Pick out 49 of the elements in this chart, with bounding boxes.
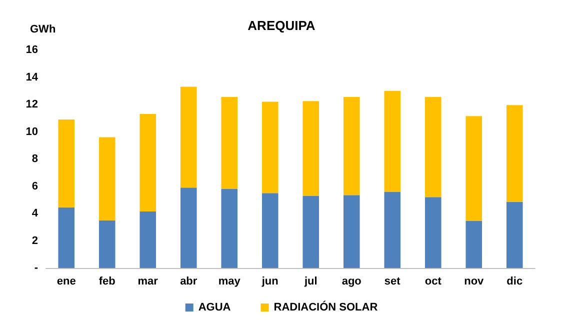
bar bbox=[262, 102, 278, 194]
legend-label: RADIACIÓN SOLAR bbox=[274, 300, 378, 314]
x-tick-label: feb bbox=[98, 276, 116, 288]
bar bbox=[302, 196, 320, 268]
bar bbox=[180, 86, 197, 188]
bar bbox=[506, 202, 523, 268]
y-tick-label: 8 bbox=[32, 153, 38, 165]
y-axis-title: GWh bbox=[30, 24, 56, 36]
bar bbox=[221, 188, 238, 268]
bar bbox=[343, 195, 360, 268]
bar bbox=[221, 97, 238, 189]
y-tick-label: 12 bbox=[26, 98, 38, 110]
x-tick-label: mar bbox=[138, 276, 159, 288]
bar bbox=[98, 220, 116, 268]
bar bbox=[466, 220, 482, 268]
bar bbox=[384, 192, 401, 268]
bar bbox=[58, 207, 75, 268]
bar bbox=[506, 105, 523, 202]
bar bbox=[424, 197, 442, 268]
chart-title: AREQUIPA bbox=[248, 18, 316, 33]
x-tick-label: jul bbox=[303, 276, 318, 288]
y-tick-label: 4 bbox=[32, 208, 39, 220]
x-tick-label: ago bbox=[342, 276, 362, 288]
x-tick-label: ene bbox=[56, 276, 76, 288]
x-tick-label: oct bbox=[424, 276, 442, 288]
y-tick-label: 10 bbox=[26, 126, 38, 138]
x-tick-label: nov bbox=[464, 276, 485, 288]
x-tick-label: dic bbox=[506, 276, 523, 288]
y-tick-label: 14 bbox=[26, 71, 39, 84]
x-tick-label: may bbox=[218, 276, 242, 288]
y-tick-label: - bbox=[34, 262, 38, 274]
x-tick-label: jun bbox=[260, 276, 279, 288]
bar bbox=[343, 97, 360, 196]
bar bbox=[98, 137, 116, 220]
x-tick-label: abr bbox=[180, 276, 198, 288]
bar bbox=[180, 188, 197, 268]
y-tick-label: 6 bbox=[32, 180, 38, 192]
bar bbox=[424, 97, 442, 198]
bar bbox=[262, 193, 278, 268]
x-tick-label: set bbox=[384, 276, 401, 288]
bar bbox=[58, 119, 75, 208]
bar bbox=[384, 90, 401, 192]
legend-label: AGUA bbox=[198, 302, 231, 314]
bar bbox=[140, 114, 156, 212]
y-tick-label: 16 bbox=[26, 44, 38, 56]
bar bbox=[302, 101, 320, 196]
bar bbox=[466, 116, 482, 221]
y-tick-label: 2 bbox=[32, 234, 38, 247]
bar bbox=[140, 211, 156, 268]
